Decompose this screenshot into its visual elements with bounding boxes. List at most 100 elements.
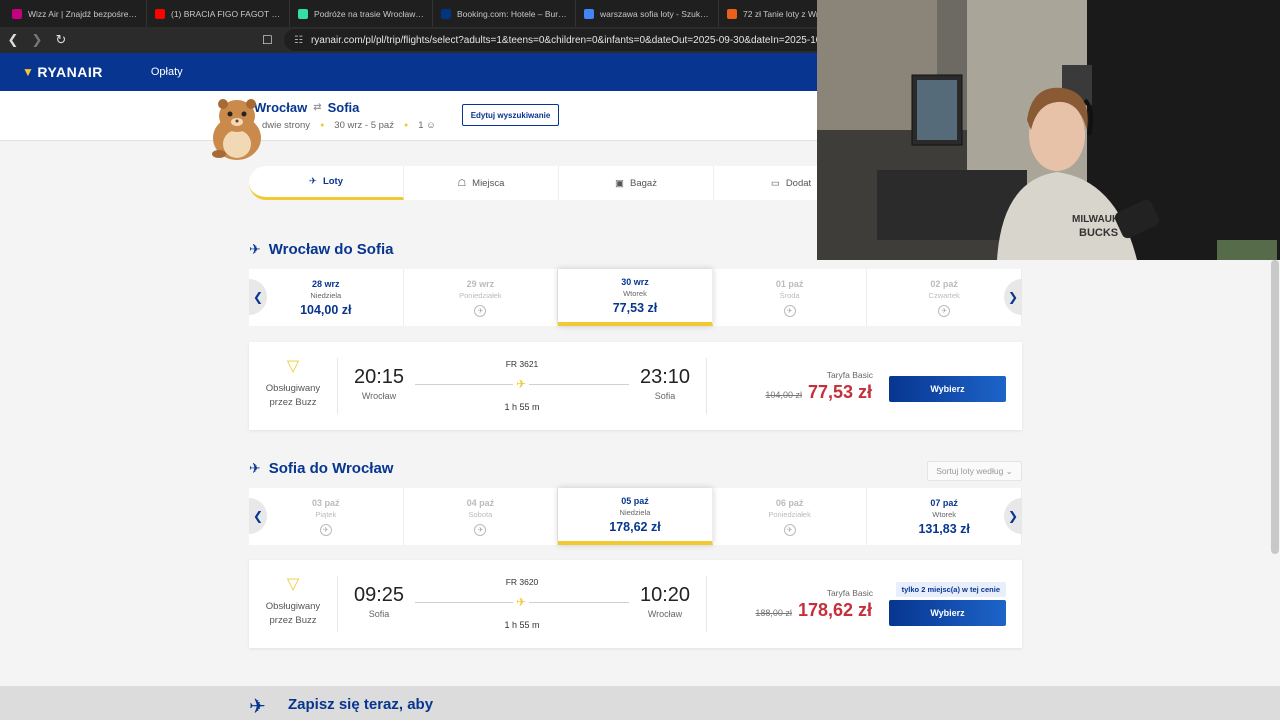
arrival-airport: Sofia <box>654 391 676 401</box>
next-dates-arrow-icon[interactable]: ❯ <box>1004 498 1022 534</box>
prev-dates-arrow-icon[interactable]: ❮ <box>249 279 267 315</box>
weekday-label: Niedziela <box>310 290 342 300</box>
nav-fees-link[interactable]: Opłaty <box>150 66 183 78</box>
kiwi-icon <box>727 8 737 19</box>
date-label: 29 wrz <box>466 278 495 289</box>
browser-tab[interactable]: Podróże na trasie Wrocław – So <box>290 0 433 27</box>
chevron-down-icon: ⌄ <box>1005 465 1013 476</box>
harp-icon: ▼ <box>22 65 35 79</box>
step-bagaż[interactable]: ▣ Bagaż <box>559 166 714 200</box>
date-option[interactable]: 30 wrz Wtorek 77,53 zł <box>558 269 713 326</box>
step-miejsca[interactable]: ☖ Miejsca <box>404 166 559 200</box>
destination-city: Sofia <box>327 100 360 115</box>
original-price: 104,00 zł <box>765 390 802 400</box>
sort-flights-select[interactable]: Sortuj loty według ⌄ <box>927 461 1022 481</box>
buzz-logo-icon: ▽ <box>286 358 300 375</box>
date-price: 131,83 zł <box>918 521 970 536</box>
ryanair-logo[interactable]: ▼ RYANAIR <box>22 64 103 80</box>
arrival-time: 10:20 <box>639 584 691 606</box>
browser-tab[interactable]: warszawa sofia loty - Szukaj w <box>576 0 719 27</box>
step-label: Bagaż <box>630 177 657 189</box>
separator-dot-icon: ● <box>403 122 409 129</box>
next-dates-arrow-icon[interactable]: ❯ <box>1004 279 1022 315</box>
tab-title: warszawa sofia loty - Szukaj w <box>600 8 710 19</box>
departure-time: 09:25 <box>353 584 405 606</box>
date-option: 29 wrz Poniedziałek ✈ <box>404 269 559 326</box>
svg-text:MILWAUKEE: MILWAUKEE <box>1072 214 1133 225</box>
divider <box>706 358 707 414</box>
step-label: Dodat <box>785 177 812 189</box>
step-label: Miejsca <box>472 177 505 189</box>
operator-text: Obsługiwany przez Buzz <box>265 601 321 626</box>
forward-icon[interactable]: ❯ <box>31 32 43 47</box>
browser-tab[interactable]: Wizz Air | Znajdź bezpośrednio <box>4 0 147 27</box>
flight-number: FR 3621 <box>505 359 539 369</box>
tab-title: Wizz Air | Znajdź bezpośrednio <box>28 8 138 19</box>
outbound-title-text: Wrocław do Sofia <box>268 241 394 258</box>
route-title: Wrocław ⇄ Sofia <box>254 100 359 115</box>
price-row: 104,00 zł 77,53 zł <box>765 382 872 403</box>
person-icon: ☺ <box>426 120 436 131</box>
newsletter-promo: ✈ Zapisz się teraz, aby <box>0 686 1280 720</box>
arrival: 10:20 Wrocław <box>630 584 700 619</box>
departure-airport: Wrocław <box>361 391 397 401</box>
flight-price: 178,62 zł <box>797 600 872 620</box>
youtube-icon <box>155 8 165 19</box>
date-option: 04 paź Sobota ✈ <box>404 488 559 545</box>
bookmark-icon[interactable]: ☐ <box>262 33 273 47</box>
plane-departure-icon: ✈ <box>249 460 261 476</box>
no-flights-icon: ✈ <box>474 523 487 536</box>
webcam-overlay: MILWAUKEE BUCKS <box>817 0 1280 260</box>
date-option: 03 paź Piątek ✈ <box>249 488 404 545</box>
date-option[interactable]: 28 wrz Niedziela 104,00 zł <box>249 269 404 326</box>
flight-number: FR 3620 <box>505 577 539 587</box>
fare-type: Taryfa Basic <box>826 370 873 380</box>
tab-title: Booking.com: Hotele – Burgas <box>457 8 567 19</box>
weekday-label: Sobota <box>468 509 493 519</box>
select-flight-button[interactable]: Wybierz <box>889 376 1006 402</box>
browser-tab[interactable]: (1) BRACIA FIGO FAGOT – W <box>147 0 290 27</box>
arrival-time: 23:10 <box>639 366 691 388</box>
reload-icon[interactable]: ↻ <box>55 32 67 47</box>
select-flight-button[interactable]: Wybierz <box>889 600 1006 626</box>
date-option[interactable]: 07 paź Wtorek 131,83 zł <box>867 488 1022 545</box>
weekday-label: Wtorek <box>623 288 647 298</box>
plane-departure-icon: ✈ <box>249 241 261 257</box>
operator-info: ▽ Obsługiwany przez Buzz <box>257 358 329 410</box>
outbound-date-carousel: 28 wrz Niedziela 104,00 zł 29 wrz Poniedział… <box>249 269 1022 326</box>
operator-text: Obsługiwany przez Buzz <box>265 383 321 408</box>
date-option: 02 paź Czwartek ✈ <box>867 269 1022 326</box>
wizzair-icon <box>12 8 22 19</box>
seats-left-badge: tylko 2 miejsc(a) w tej cenie <box>895 582 1006 597</box>
edit-search-button[interactable]: Edytuj wyszukiwanie <box>462 104 559 126</box>
swap-arrows-icon: ⇄ <box>313 102 322 113</box>
date-price: 178,62 zł <box>609 519 661 534</box>
divider <box>337 576 338 632</box>
browser-tab[interactable]: Booking.com: Hotele – Burgas <box>433 0 576 27</box>
weekday-label: Poniedziałek <box>459 290 502 300</box>
no-flights-icon: ✈ <box>474 304 487 317</box>
weekday-label: Piątek <box>315 509 337 519</box>
outbound-flight-card: ▽ Obsługiwany przez Buzz 20:15 Wrocław FR 36… <box>249 342 1022 430</box>
back-icon[interactable]: ❮ <box>7 32 19 47</box>
buzz-logo-icon: ▽ <box>286 576 300 593</box>
weekday-label: Poniedziałek <box>768 509 811 519</box>
date-label: 06 paź <box>775 497 804 508</box>
booking-icon <box>441 8 451 19</box>
tab-title: Podróże na trasie Wrocław – So <box>314 8 424 19</box>
operator-info: ▽ Obsługiwany przez Buzz <box>257 576 329 628</box>
site-info-icon[interactable]: ☷ <box>294 34 303 46</box>
inbound-title: ✈ Sofia do Wrocław <box>249 460 393 477</box>
page-scrollbar[interactable] <box>1271 260 1279 554</box>
tripadvisor-icon <box>298 8 308 19</box>
arrival-airport: Wrocław <box>647 609 683 619</box>
date-option[interactable]: 05 paź Niedziela 178,62 zł <box>558 488 713 545</box>
date-label: 03 paź <box>312 497 340 508</box>
step-loty[interactable]: ✈ Loty <box>249 166 404 200</box>
plane-icon: ✈ <box>513 377 530 391</box>
plane-icon: ✈ <box>513 595 530 609</box>
google-icon <box>584 8 594 19</box>
prev-dates-arrow-icon[interactable]: ❮ <box>249 498 267 534</box>
date-label: 30 wrz <box>621 276 649 287</box>
inbound-flight-card: ▽ Obsługiwany przez Buzz 09:25 Sofia FR 3620… <box>249 560 1022 648</box>
